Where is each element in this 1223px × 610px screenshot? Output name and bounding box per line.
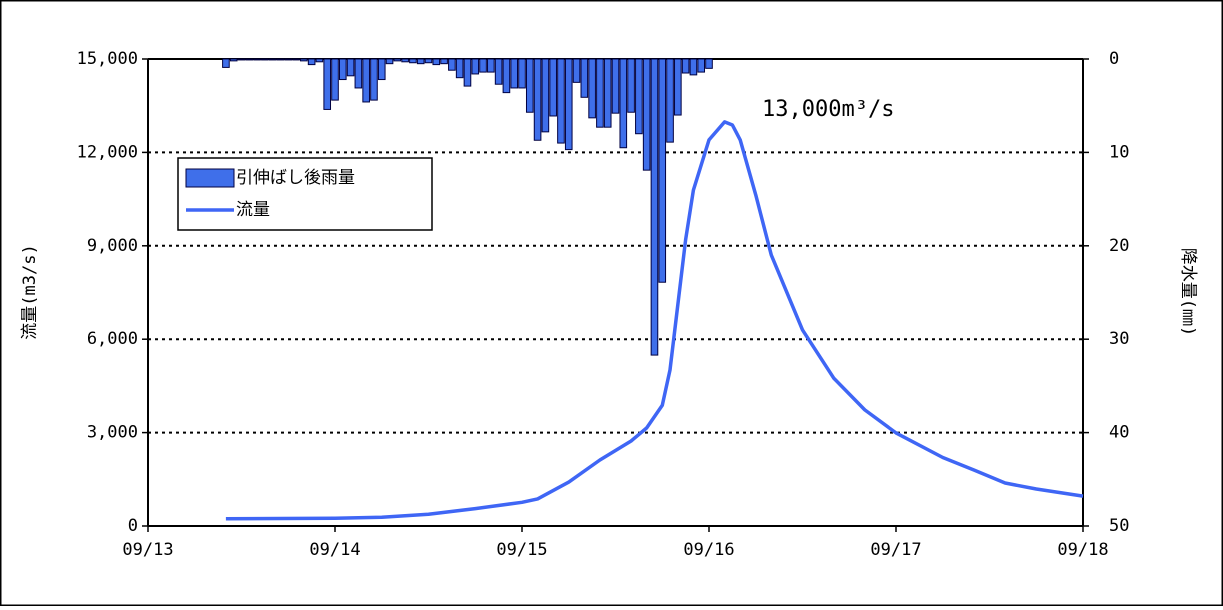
legend-label: 引伸ばし後雨量	[236, 168, 355, 188]
bar	[377, 58, 386, 81]
annotation: 13,000m³/s	[762, 97, 894, 122]
y2-tick-label: 0	[1109, 49, 1119, 69]
bar	[557, 58, 565, 144]
y2-tick-label: 30	[1109, 329, 1129, 349]
y-tick-label: 15,000	[77, 49, 138, 69]
bar	[588, 58, 596, 119]
bar	[487, 58, 495, 73]
bar	[479, 58, 487, 73]
bar	[455, 58, 464, 79]
legend-swatch	[185, 168, 235, 188]
bar	[307, 58, 316, 66]
bar	[463, 58, 472, 87]
legend-label: 流量	[236, 200, 270, 220]
bar	[502, 58, 511, 94]
bar	[572, 58, 581, 83]
bar	[416, 58, 425, 65]
bar	[666, 58, 674, 143]
bar	[401, 58, 409, 63]
bar	[276, 58, 285, 61]
bar	[603, 58, 612, 128]
x-tick-label: 09/13	[122, 540, 173, 560]
bar	[424, 58, 433, 64]
bar	[346, 58, 355, 77]
bar	[611, 58, 620, 114]
bar	[642, 58, 651, 171]
y2-tick-label: 20	[1109, 236, 1129, 256]
bar	[471, 58, 480, 75]
x-tick-label: 09/15	[496, 540, 547, 560]
bar	[549, 58, 557, 117]
bar	[533, 58, 542, 141]
bar	[596, 58, 604, 128]
x-tick-label: 09/18	[1057, 540, 1108, 560]
y-tick-label: 9,000	[87, 236, 138, 256]
bar	[658, 58, 667, 283]
y-tick-label: 0	[128, 516, 138, 536]
bar	[510, 58, 519, 89]
bar	[635, 58, 643, 135]
bar	[541, 58, 550, 133]
bar	[268, 58, 277, 61]
bar	[525, 58, 534, 113]
y-tick-label: 3,000	[87, 423, 138, 443]
x-tick-label: 09/14	[309, 540, 360, 560]
x-tick-label: 09/17	[870, 540, 921, 560]
bar	[300, 58, 308, 62]
bar	[338, 58, 347, 81]
bar	[705, 58, 713, 69]
bar	[432, 58, 441, 66]
bar	[674, 58, 682, 116]
bar	[448, 58, 456, 71]
bar	[284, 58, 293, 61]
bar	[370, 58, 378, 101]
y-tick-label: 6,000	[87, 329, 138, 349]
bar	[331, 58, 339, 101]
flow-line	[225, 120, 1084, 521]
bar	[619, 58, 628, 149]
bar	[385, 58, 394, 65]
y2-tick-label: 10	[1109, 142, 1129, 162]
bar	[393, 58, 402, 62]
y2-tick-label: 50	[1109, 516, 1129, 536]
bar	[650, 58, 659, 356]
bar	[580, 58, 589, 98]
bar	[315, 58, 324, 63]
bar	[245, 58, 254, 61]
bar	[440, 58, 448, 65]
bar	[237, 58, 246, 61]
bar	[627, 58, 635, 113]
bar	[697, 58, 706, 73]
bar	[409, 58, 417, 64]
bar	[494, 58, 503, 85]
bar	[253, 58, 261, 61]
bar	[292, 58, 300, 61]
bar	[689, 58, 698, 76]
y2-axis-label: 降水量(㎜)	[1178, 248, 1198, 336]
bar	[354, 58, 363, 89]
bar	[362, 58, 370, 103]
bar	[564, 58, 573, 151]
bar	[681, 58, 690, 74]
bar	[222, 58, 230, 68]
bar	[229, 58, 238, 62]
bar	[261, 58, 269, 61]
y2-tick-label: 40	[1109, 423, 1129, 443]
y-axis-label: 流量(m3/s)	[20, 244, 40, 339]
y-tick-label: 12,000	[77, 142, 138, 162]
bar	[323, 58, 332, 110]
x-tick-label: 09/16	[683, 540, 734, 560]
bar	[518, 58, 526, 89]
